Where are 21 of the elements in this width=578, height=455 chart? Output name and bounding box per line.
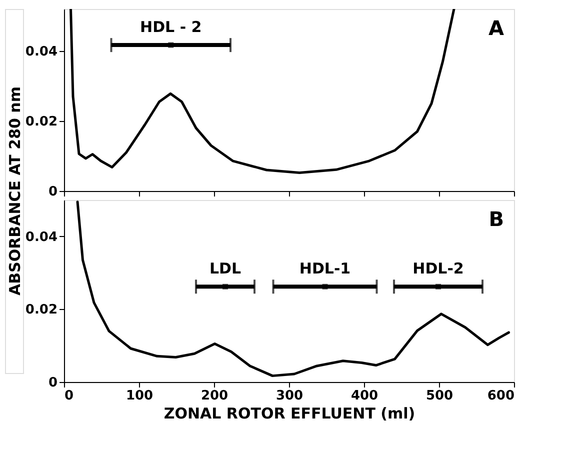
y-tick-label: 0.02 [25, 302, 58, 318]
annotation: HDL-1 [299, 260, 351, 278]
y-tick-label: 0 [48, 376, 58, 390]
y-tick-label: 0.04 [25, 44, 58, 60]
annotation: HDL-2 [412, 260, 464, 278]
y-tick-label: 0.02 [25, 114, 58, 130]
x-tick-label: 0 [64, 388, 74, 404]
y-tick-label: 0 [48, 184, 58, 200]
y-tick-label: 0.04 [25, 230, 58, 245]
x-tick-label: 500 [426, 388, 454, 404]
annotation: LDL [209, 260, 242, 278]
x-axis-title: ZONAL ROTOR EFFLUENT (ml) [164, 404, 416, 422]
x-tick-label: 100 [126, 388, 154, 404]
annotation: B [488, 207, 504, 231]
x-tick-label: 200 [200, 388, 228, 404]
annotation: HDL - 2 [140, 18, 202, 36]
y-axis-title: ABSORBANCE AT 280 nm [6, 86, 24, 296]
x-tick-label: 400 [350, 388, 378, 404]
annotation: A [488, 16, 505, 40]
x-tick-label: 300 [276, 388, 304, 404]
x-tick-label: 600 [487, 388, 514, 404]
